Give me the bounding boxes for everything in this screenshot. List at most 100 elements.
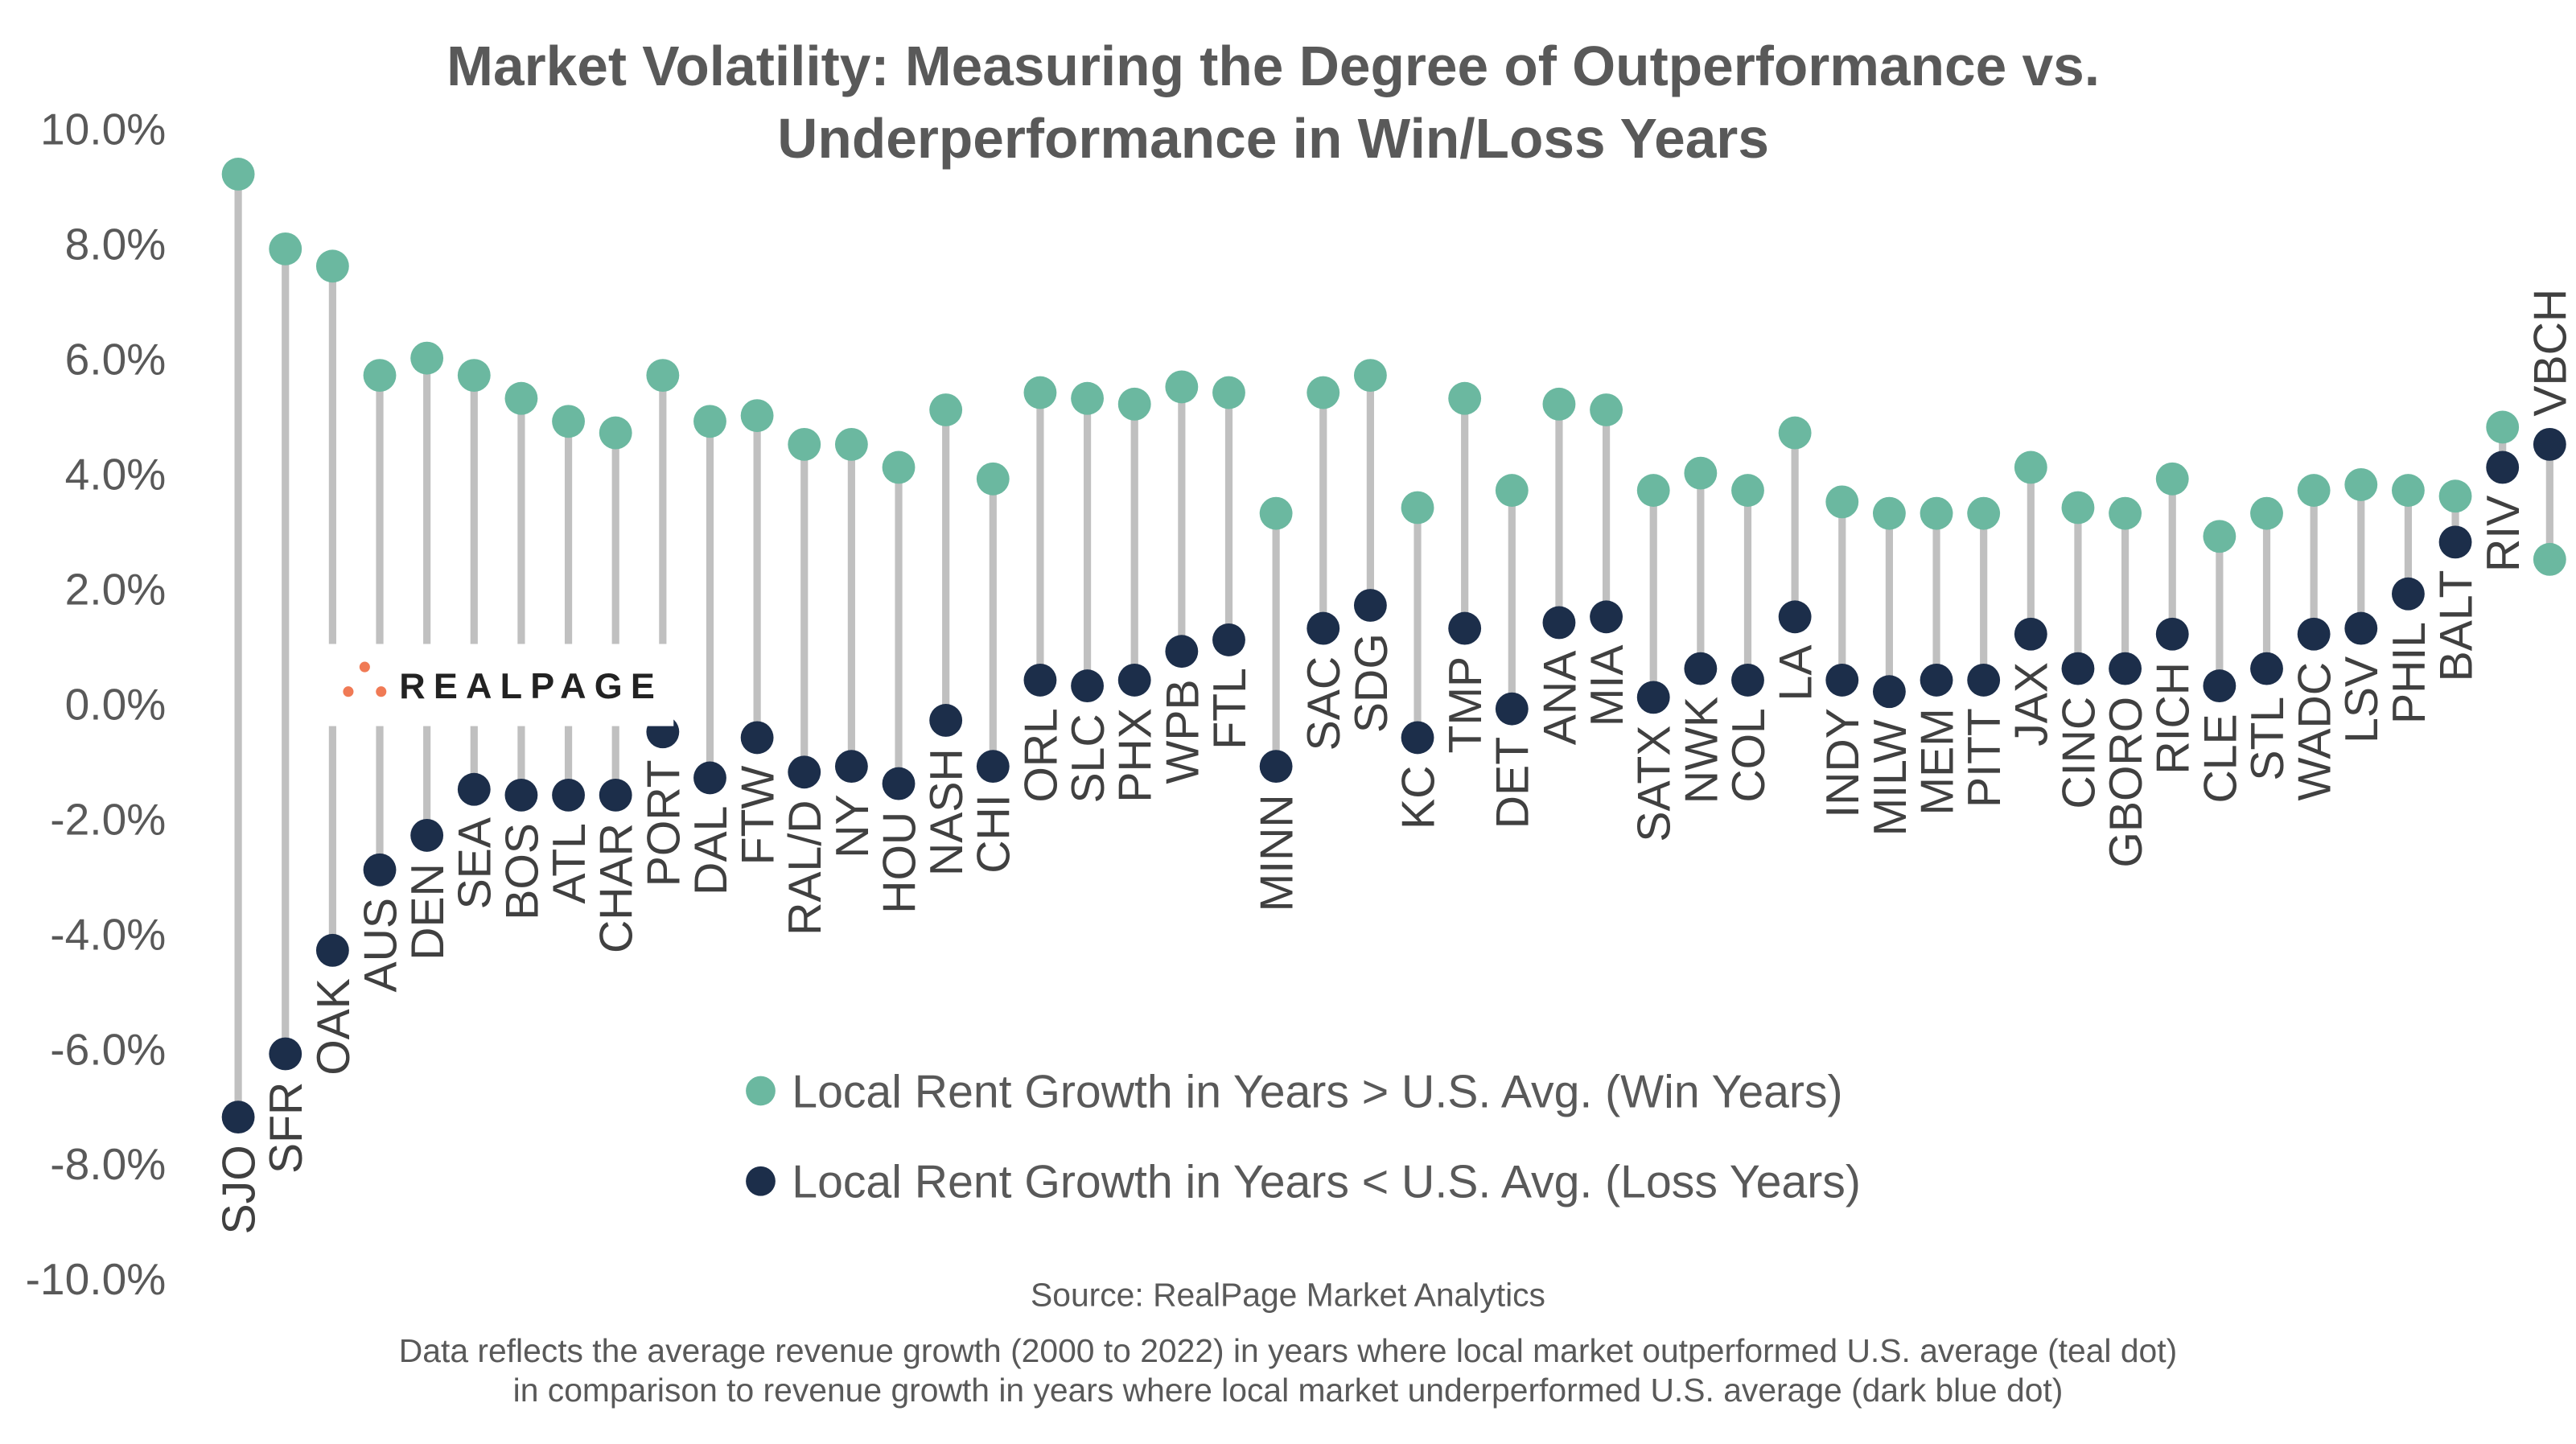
win-dot [1165,370,1199,404]
win-dot [834,427,868,461]
source-note: Source: RealPage Market Analytics [1031,1276,1545,1313]
market-label: WADC [2290,662,2341,801]
market-label: ANA [1534,650,1586,745]
market-label: MINN [1252,794,1303,911]
win-dot [552,405,585,438]
market-label: FTL [1204,668,1256,750]
win-dot [1542,387,1576,421]
win-dot [1920,496,1953,530]
loss-dot [1401,721,1434,755]
loss-dot [1542,606,1576,640]
market-label: CHI [969,794,1020,873]
loss-dot [1495,692,1529,726]
loss-dot [504,778,538,812]
y-tick-label: 6.0% [65,335,167,385]
loss-dot [1117,664,1151,697]
loss-dot [834,750,868,784]
win-dot [2438,479,2472,513]
legend-label-loss: Local Rent Growth in Years < U.S. Avg. (… [792,1157,1861,1208]
loss-dot [1872,675,1906,709]
loss-dot [1259,750,1293,784]
market-label: NWK [1676,697,1727,804]
loss-dot [221,1100,255,1134]
win-dot [1825,485,1859,519]
y-axis: 10.0% 8.0% 6.0% 4.0% 2.0% 0.0% -2.0% -4.0% -6.0%… [26,105,167,1304]
loss-dot [1212,623,1245,656]
win-dot [363,359,397,393]
market-label: FTW [733,766,784,866]
win-dot [1636,474,1670,507]
loss-dot [2250,652,2283,685]
market-label: KC [1393,766,1444,829]
loss-dot [2533,427,2566,461]
market-label: PHX [1110,708,1162,803]
chart-title-line-1: Market Volatility: Measuring the Degree … [446,35,2100,97]
y-tick-label: 8.0% [65,220,167,269]
win-dot [2203,520,2237,553]
win-dot [1448,381,1482,415]
market-label: DAL [685,806,737,895]
loss-dot [1778,600,1812,634]
loss-dot [2203,669,2237,702]
market-label: WPB [1157,679,1208,784]
loss-dot [457,772,491,806]
win-dot [1401,491,1434,525]
win-dot [2109,496,2142,530]
loss-dot [2438,525,2472,559]
y-tick-label: 4.0% [65,450,167,500]
win-dot [1731,474,1764,507]
market-label: MILW [1865,719,1916,836]
win-dot [457,359,491,393]
win-dot [882,450,916,484]
win-dot [1212,376,1245,409]
win-dot [410,341,444,375]
win-dot [2391,474,2425,507]
win-dot [1590,393,1623,426]
market-label: MEM [1911,708,1963,815]
loss-dot [1825,664,1859,697]
y-tick-label: -10.0% [26,1254,167,1304]
market-label: DEN [402,863,454,961]
loss-dot [1920,664,1953,697]
win-dot [1023,376,1057,409]
market-label: BALT [2430,570,2482,682]
win-dot [1967,496,2001,530]
market-label: AUS [355,898,406,993]
loss-dot [269,1037,302,1071]
win-dot [315,249,349,283]
y-tick-label: -6.0% [50,1024,166,1074]
legend-marker-win [746,1076,776,1106]
market-label: DET [1488,737,1539,829]
y-tick-label: -4.0% [50,909,166,959]
loss-dot [929,704,963,737]
win-dot [1117,387,1151,421]
win-dot [221,158,255,191]
win-dot [2486,410,2520,444]
loss-dot [2297,617,2331,651]
market-label: TMP [1440,656,1492,754]
y-tick-label: 0.0% [65,679,167,729]
logo-text: REALPAGE [399,665,663,706]
market-label: CHAR [591,823,643,953]
market-label: JAX [2006,662,2058,747]
win-dot [1684,456,1718,490]
stems [234,174,2553,1117]
win-dot [1872,496,1906,530]
loss-dot [1071,669,1104,702]
market-label: SLC [1063,714,1114,803]
loss-dot [1307,611,1340,645]
win-dot [2014,450,2047,484]
market-label: COL [1723,708,1775,803]
win-dot [2297,474,2331,507]
market-label: PITT [1959,708,2010,808]
market-label: HOU [874,812,925,914]
loss-dot [693,761,726,795]
win-dot [1259,496,1293,530]
win-dot [2250,496,2283,530]
market-label: SDG [1346,633,1397,733]
y-tick-label: 10.0% [40,105,166,154]
realpage-logo: REALPAGE [322,644,674,726]
market-label: ATL [544,823,595,904]
loss-dot [1636,681,1670,714]
logo-dot [376,686,387,697]
